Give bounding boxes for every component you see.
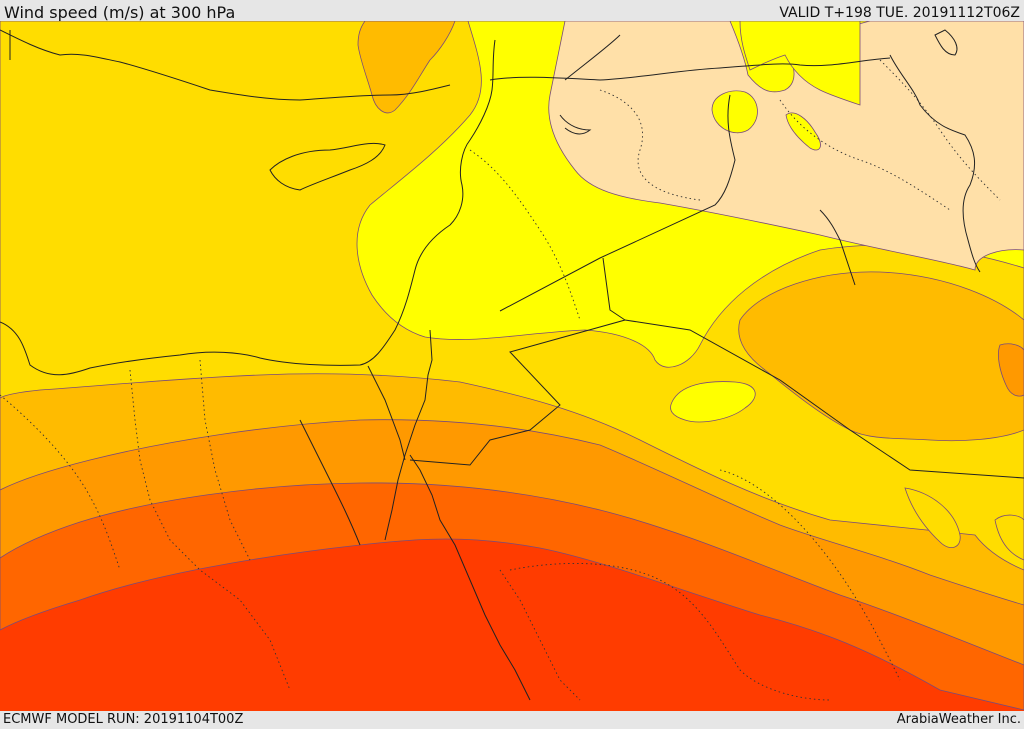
band-2-islet-1 [711, 90, 758, 134]
header-bar: Wind speed (m/s) at 300 hPa VALID T+198 … [0, 0, 1024, 22]
band-4-inner-right [738, 271, 1024, 442]
band-2-top-strip [739, 21, 861, 106]
political-boundaries [0, 59, 1001, 701]
band-4-patch-top [357, 21, 456, 114]
valid-time: VALID T+198 TUE. 20191112T06Z [779, 5, 1020, 21]
model-run-label: ECMWF MODEL RUN: 20191104T00Z [3, 712, 244, 727]
footer-bar: ECMWF MODEL RUN: 20191104T00Z ArabiaWeat… [0, 711, 1024, 729]
coastlines [0, 29, 958, 701]
band-2-islet-2 [785, 112, 821, 151]
map-title: Wind speed (m/s) at 300 hPa [4, 3, 236, 22]
credit-label: ArabiaWeather Inc. [896, 712, 1021, 727]
country-borders [9, 30, 1024, 479]
band-3-wisp [904, 487, 961, 549]
band-5-inner-right [998, 343, 1024, 397]
band-2-pocket [670, 381, 756, 423]
band-1 [548, 21, 1024, 271]
wind-speed-map [0, 21, 1024, 711]
band-3-wisp-2 [994, 514, 1024, 561]
